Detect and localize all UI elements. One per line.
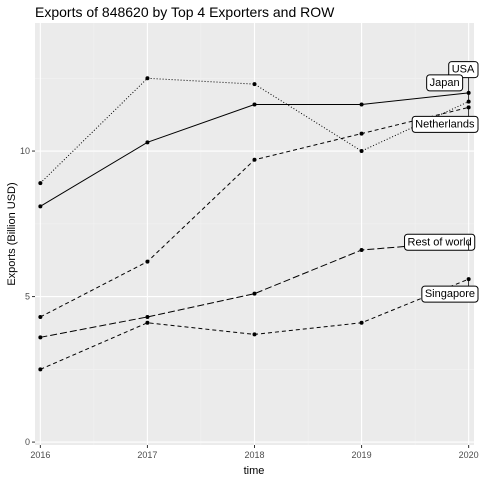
data-point-netherlands bbox=[252, 157, 257, 162]
x-tick-label: 2018 bbox=[244, 450, 264, 460]
series-label-text: Singapore bbox=[425, 288, 475, 300]
series-label-text: Rest of world bbox=[408, 236, 472, 248]
data-point-usa bbox=[252, 82, 257, 87]
y-axis-title: Exports (Billion USD) bbox=[6, 182, 18, 285]
series-label-singapore: Singapore bbox=[421, 279, 479, 303]
series-label-japan: Japan bbox=[426, 74, 464, 92]
data-point-japan bbox=[359, 102, 364, 107]
x-tick-label: 2016 bbox=[30, 450, 50, 460]
x-tick-label: 2017 bbox=[137, 450, 157, 460]
x-tick-label: 2020 bbox=[459, 450, 479, 460]
series-label-rest-of-world: Rest of world bbox=[404, 233, 476, 251]
y-tick-label: 10 bbox=[20, 146, 30, 156]
data-point-rest-of-world bbox=[145, 314, 150, 319]
data-point-usa bbox=[359, 149, 364, 154]
series-label-box bbox=[426, 74, 464, 92]
data-point-japan bbox=[252, 102, 257, 107]
data-point-japan bbox=[145, 140, 150, 145]
data-point-usa bbox=[38, 181, 43, 186]
series-label-box bbox=[448, 61, 479, 79]
series-label-text: Netherlands bbox=[415, 118, 475, 130]
y-tick-label: 0 bbox=[25, 437, 30, 447]
grid bbox=[35, 23, 474, 445]
points-layer bbox=[38, 76, 471, 372]
data-point-singapore bbox=[359, 320, 364, 325]
data-point-rest-of-world bbox=[252, 291, 257, 296]
series-line-rest-of-world bbox=[40, 240, 469, 338]
series-label-usa: USA bbox=[448, 61, 479, 102]
axes: 2016 2017 2018 2019 2020 0 5 10 bbox=[20, 146, 479, 460]
data-point-japan bbox=[38, 204, 43, 209]
series-label-text: Japan bbox=[430, 77, 460, 89]
data-point-rest-of-world bbox=[359, 248, 364, 253]
series-label-box bbox=[404, 233, 476, 251]
series-label-text: USA bbox=[452, 64, 475, 76]
data-point-singapore bbox=[145, 320, 150, 325]
series-line-usa bbox=[40, 77, 469, 184]
data-point-singapore bbox=[38, 367, 43, 372]
x-axis-title: time bbox=[244, 465, 265, 477]
x-tick-label: 2019 bbox=[352, 450, 372, 460]
y-tick-label: 5 bbox=[25, 292, 30, 302]
data-point-usa bbox=[145, 76, 150, 81]
series-label-box bbox=[421, 285, 479, 303]
data-point-singapore bbox=[252, 332, 257, 337]
chart-title: Exports of 848620 by Top 4 Exporters and… bbox=[35, 4, 335, 20]
data-point-netherlands bbox=[359, 131, 364, 136]
data-point-netherlands bbox=[38, 314, 43, 319]
data-point-rest-of-world bbox=[38, 335, 43, 340]
data-point-netherlands bbox=[145, 259, 150, 264]
series-label-box bbox=[411, 115, 479, 133]
series-label-netherlands: Netherlands bbox=[411, 107, 479, 133]
